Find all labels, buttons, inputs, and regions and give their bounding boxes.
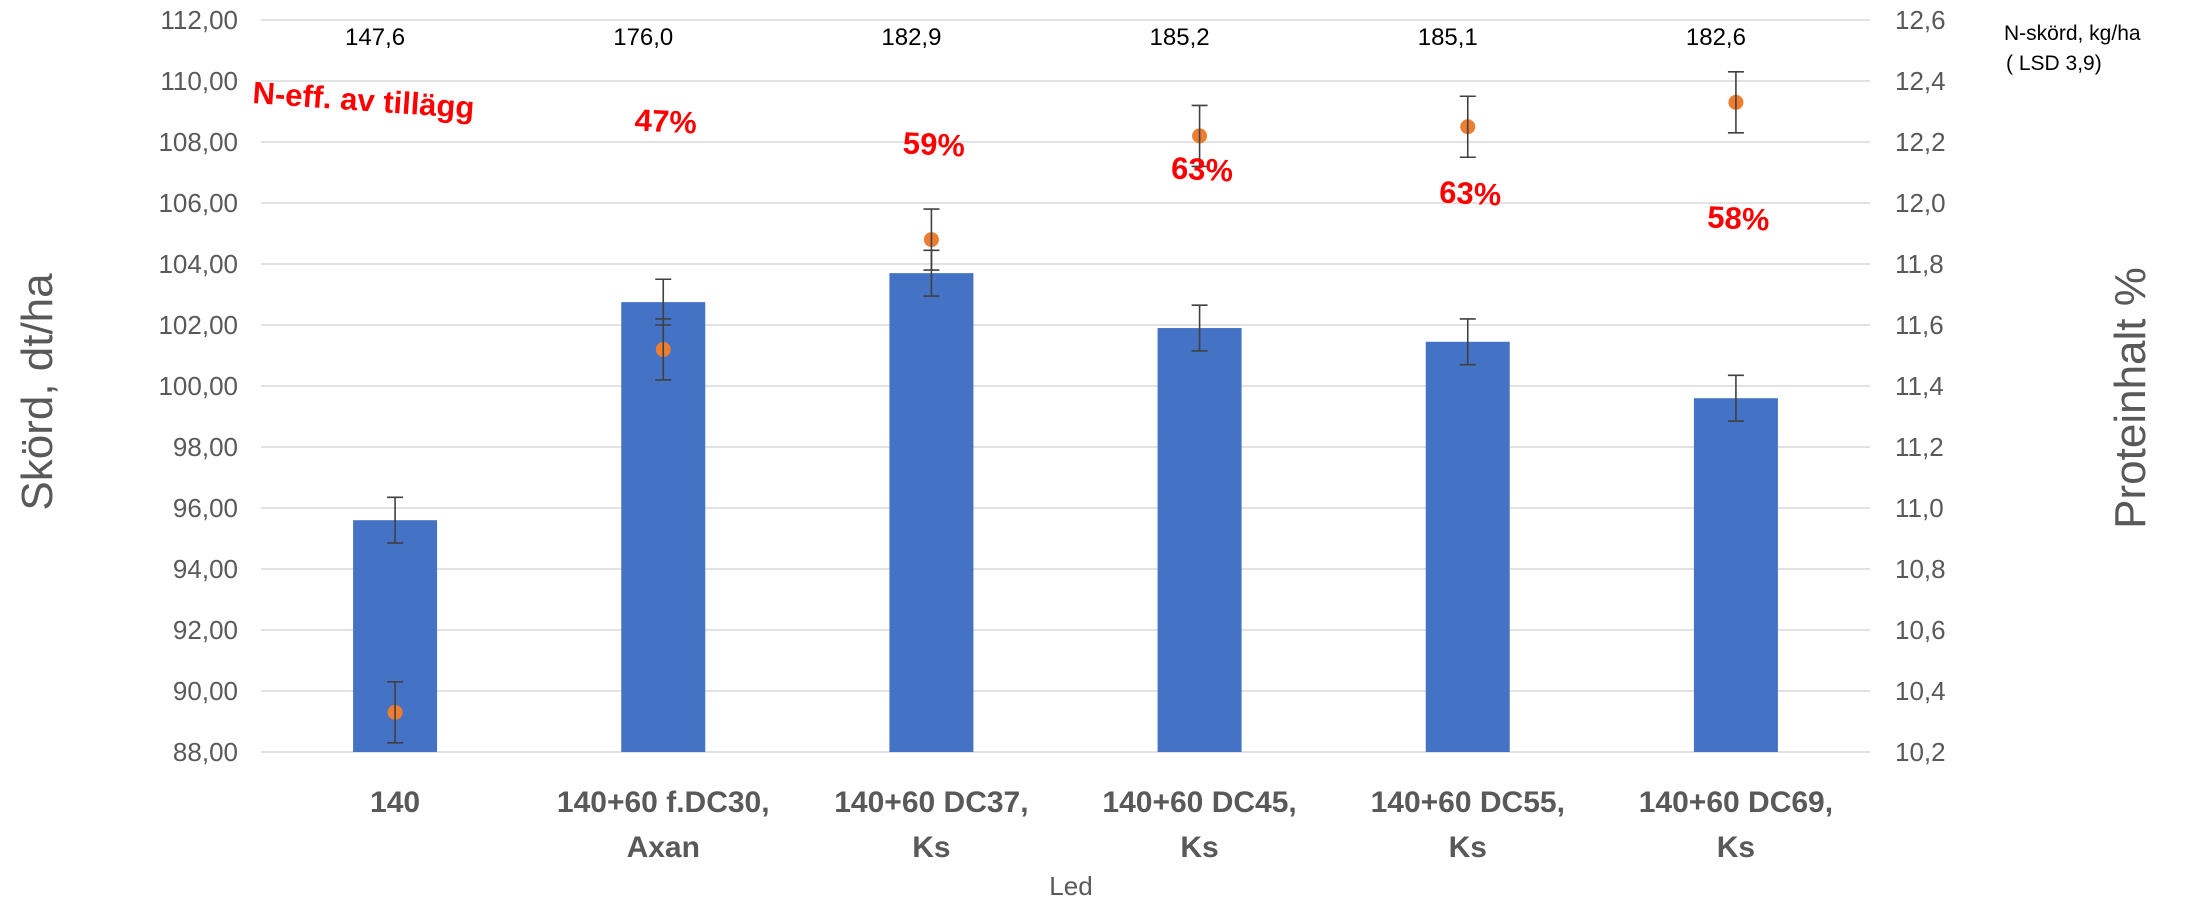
x-axis-label: Led <box>1049 871 1092 901</box>
bar <box>1426 342 1510 752</box>
right-tick-label: 11,4 <box>1895 371 1944 401</box>
right-axis-ticks: 10,2 10,4 10,6 10,8 11,0 11,2 11,4 11,6 11,8 12,0… <box>1895 5 1946 767</box>
left-tick-label: 108,00 <box>158 127 238 157</box>
bar <box>1158 328 1242 752</box>
bar-error-bars <box>387 250 1744 543</box>
left-tick-label: 106,00 <box>158 188 238 218</box>
n-harvest-label: 185,1 <box>1418 24 1478 51</box>
n-harvest-label: 182,6 <box>1686 24 1746 51</box>
right-tick-label: 10,6 <box>1895 615 1946 645</box>
y-axis-right-label: Proteinhalt % <box>2106 267 2155 529</box>
category-label: 140+60 DC37, <box>834 786 1028 819</box>
right-tick-label: 10,2 <box>1895 737 1946 767</box>
category-label: Ks <box>1180 831 1218 864</box>
left-tick-label: 110,00 <box>160 66 238 96</box>
right-tick-label: 11,2 <box>1895 432 1944 462</box>
y-axis-left-label: Skörd, dt/ha <box>13 273 62 511</box>
right-tick-label: 12,6 <box>1895 5 1946 35</box>
right-tick-label: 10,8 <box>1895 554 1946 584</box>
n-efficiency-label: 63% <box>1438 174 1502 212</box>
left-tick-label: 90,00 <box>173 676 238 706</box>
category-label: Axan <box>627 831 700 864</box>
category-label: 140+60 DC55, <box>1371 786 1565 819</box>
n-efficiency-label: 47% <box>634 102 698 140</box>
n-harvest-label: 176,0 <box>613 24 673 51</box>
left-tick-label: 92,00 <box>173 615 238 645</box>
n-harvest-label: 147,6 <box>345 24 405 51</box>
right-tick-label: 11,0 <box>1895 493 1944 523</box>
n-harvest-labels: 147,6 176,0 182,9 185,2 185,1 182,6 <box>345 24 1746 51</box>
right-tick-label: 12,4 <box>1895 66 1946 96</box>
gridlines <box>261 20 1870 752</box>
category-label: Ks <box>1717 831 1755 864</box>
category-label: 140 <box>370 786 420 819</box>
left-axis-ticks: 88,00 90,00 92,00 94,00 96,00 98,00 100,00 102,… <box>158 5 238 767</box>
bar <box>1694 398 1778 752</box>
n-harvest-label: 185,2 <box>1150 24 1210 51</box>
right-tick-label: 11,8 <box>1895 249 1944 279</box>
left-tick-label: 100,00 <box>158 371 238 401</box>
n-harvest-label: 182,9 <box>881 24 941 51</box>
category-labels: 140 140+60 f.DC30, Axan 140+60 DC37, Ks 140+6… <box>370 786 1833 864</box>
left-tick-label: 112,00 <box>160 5 238 35</box>
left-tick-label: 104,00 <box>158 249 238 279</box>
category-label: 140+60 DC45, <box>1102 786 1296 819</box>
left-tick-label: 98,00 <box>173 432 238 462</box>
right-tick-label: 11,6 <box>1895 310 1944 340</box>
n-efficiency-label: 59% <box>902 125 966 163</box>
left-tick-label: 96,00 <box>173 493 238 523</box>
category-label: 140+60 f.DC30, <box>557 786 770 819</box>
bars <box>353 273 1778 752</box>
right-tick-label: 12,0 <box>1895 188 1946 218</box>
left-tick-label: 102,00 <box>158 310 238 340</box>
n-efficiency-label: 63% <box>1170 150 1234 188</box>
n-efficiency-label: 58% <box>1707 199 1771 237</box>
n-efficiency-labels: 47% 59% 63% 63% 58% <box>634 102 1770 237</box>
n-harvest-legend-line1: N-skörd, kg/ha <box>2004 22 2141 45</box>
left-tick-label: 88,00 <box>173 737 238 767</box>
bar <box>889 273 973 752</box>
point-error-bars <box>387 72 1744 743</box>
left-tick-label: 94,00 <box>173 554 238 584</box>
n-efficiency-title: N-eff. av tillägg <box>252 75 476 125</box>
category-label: 140+60 DC69, <box>1639 786 1833 819</box>
category-label: Ks <box>912 831 950 864</box>
right-tick-label: 12,2 <box>1895 127 1946 157</box>
n-harvest-legend-line2: ( LSD 3,9) <box>2006 52 2102 75</box>
right-tick-label: 10,4 <box>1895 676 1946 706</box>
protein-points <box>388 95 1744 720</box>
category-label: Ks <box>1449 831 1487 864</box>
